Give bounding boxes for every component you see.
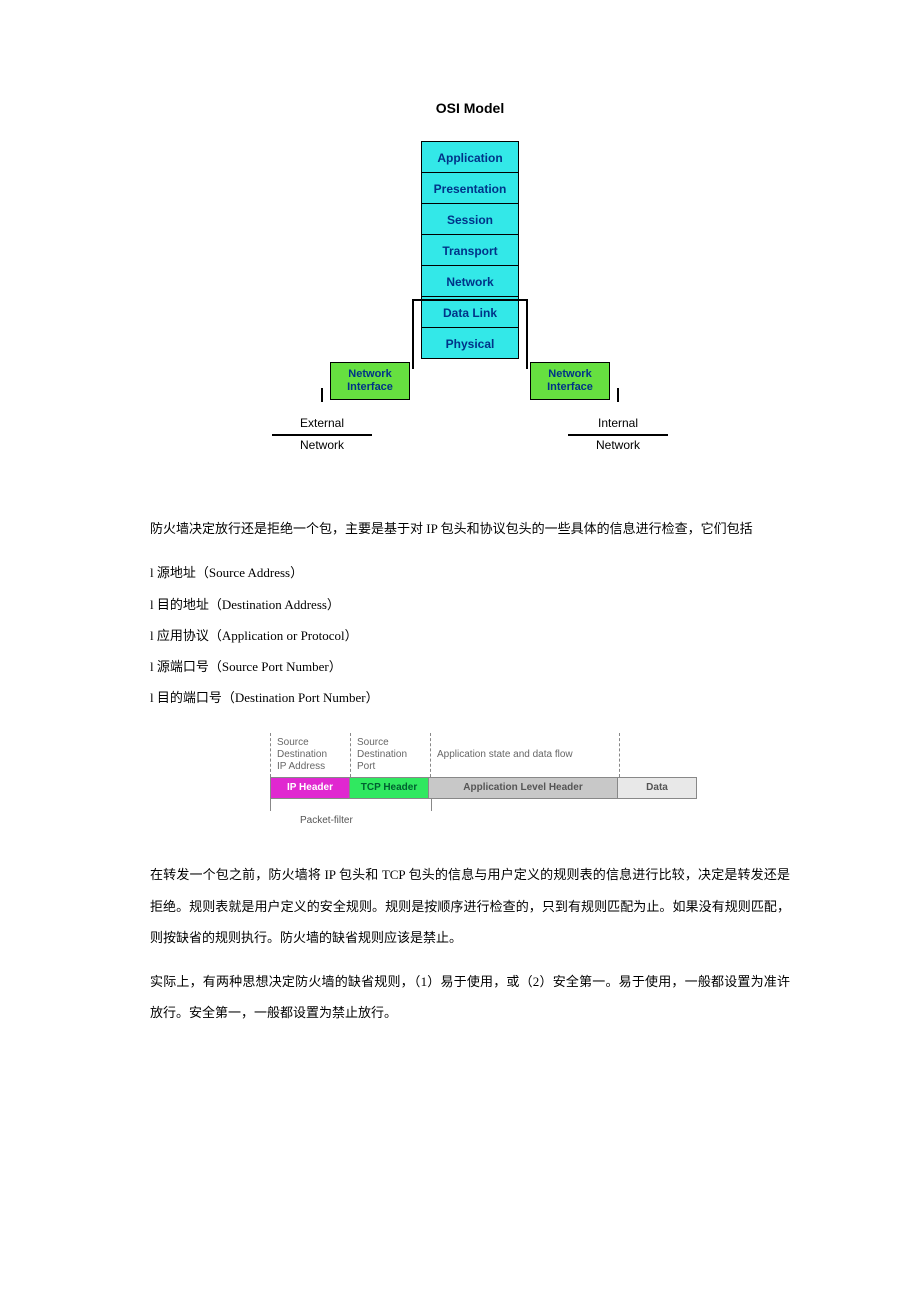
pkt-top-tcp: Source Destination Port (350, 733, 430, 777)
list-item-destination-address: l 目的地址（Destination Address） (150, 589, 790, 620)
packet-header-row: IP Header TCP Header Application Level H… (270, 777, 700, 799)
external-network-label: External Network (272, 404, 372, 453)
list-item-source-port: l 源端口号（Source Port Number） (150, 651, 790, 682)
pkt-top-ip: Source Destination IP Address (270, 733, 350, 777)
pkt-hdr-app: Application Level Header (428, 777, 618, 799)
list-item-destination-port: l 目的端口号（Destination Port Number） (150, 682, 790, 713)
osi-title: OSI Model (150, 100, 790, 116)
pkt-top-ip-l1: Source (277, 737, 344, 749)
internal-network-label: Internal Network (568, 404, 668, 453)
network-interface-left: Network Interface (330, 362, 410, 400)
osi-layer-application: Application (421, 141, 519, 173)
paragraph-rules: 在转发一个包之前，防火墙将 IP 包头和 TCP 包头的信息与用户定义的规则表的… (150, 859, 790, 953)
pkt-top-tcp-l3: Port (357, 761, 424, 773)
osi-layer-physical: Physical (421, 327, 519, 359)
network-interface-right: Network Interface (530, 362, 610, 400)
osi-stack: Application Presentation Session Transpo… (421, 141, 519, 359)
paragraph-intro: 防火墙决定放行还是拒绝一个包，主要是基于对 IP 包头和协议包头的一些具体的信息… (150, 513, 790, 544)
list-item-application-protocol: l 应用协议（Application or Protocol） (150, 620, 790, 651)
pkt-hdr-tcp: TCP Header (349, 777, 429, 799)
pkt-top-ip-l3: IP Address (277, 761, 344, 773)
osi-diagram: Application Presentation Session Transpo… (300, 141, 640, 453)
int-line2: Network (596, 438, 640, 452)
packet-diagram: Source Destination IP Address Source Des… (270, 733, 700, 829)
osi-layer-datalink: Data Link (421, 296, 519, 328)
list-item-source-address: l 源地址（Source Address） (150, 557, 790, 588)
network-labels-row: External Network Internal Network (300, 404, 640, 453)
packet-filter-bracket: Packet-filter (270, 799, 700, 829)
pkt-hdr-ip: IP Header (270, 777, 350, 799)
pkt-top-ip-l2: Destination (277, 749, 344, 761)
pkt-top-tcp-l2: Destination (357, 749, 424, 761)
osi-layer-presentation: Presentation (421, 172, 519, 204)
ext-line1: External (300, 416, 344, 430)
ni-left-line1: Network (331, 368, 409, 381)
int-line1: Internal (598, 416, 638, 430)
ext-line2: Network (300, 438, 344, 452)
osi-layer-network: Network (421, 265, 519, 297)
ni-right-line1: Network (531, 368, 609, 381)
pkt-hdr-data: Data (617, 777, 697, 799)
network-interface-row: Network Interface Network Interface (300, 362, 640, 400)
paragraph-default: 实际上，有两种思想决定防火墙的缺省规则，（1）易于使用，或（2）安全第一。易于使… (150, 966, 790, 1028)
ni-right-line2: Interface (531, 381, 609, 394)
packet-top-labels: Source Destination IP Address Source Des… (270, 733, 700, 777)
pkt-top-app: Application state and data flow (430, 733, 620, 777)
osi-layer-transport: Transport (421, 234, 519, 266)
ni-left-line2: Interface (331, 381, 409, 394)
pkt-top-app-text: Application state and data flow (437, 749, 613, 761)
document-page: OSI Model Application Presentation Sessi… (0, 0, 920, 1141)
packet-filter-label: Packet-filter (300, 815, 353, 826)
osi-layer-session: Session (421, 203, 519, 235)
pkt-top-tcp-l1: Source (357, 737, 424, 749)
